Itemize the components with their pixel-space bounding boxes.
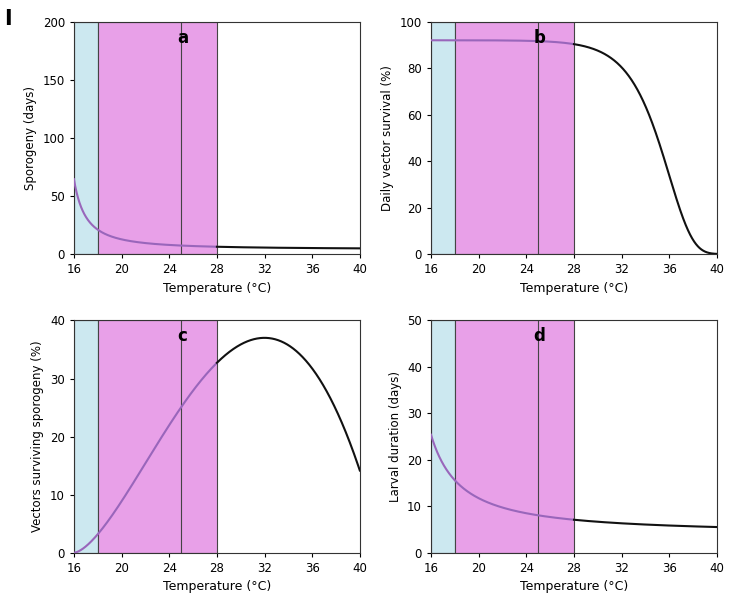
Text: d: d [534, 328, 545, 345]
X-axis label: Temperature (°C): Temperature (°C) [163, 282, 271, 295]
Bar [455, 22, 574, 254]
X-axis label: Temperature (°C): Temperature (°C) [520, 580, 628, 594]
Bar [98, 320, 217, 553]
Text: I: I [4, 9, 11, 29]
Bar [74, 320, 98, 553]
X-axis label: Temperature (°C): Temperature (°C) [520, 282, 628, 295]
Text: a: a [177, 29, 188, 46]
Bar [455, 320, 574, 553]
Y-axis label: Vectors surviving sporogeny (%): Vectors surviving sporogeny (%) [31, 341, 44, 533]
Y-axis label: Daily vector survival (%): Daily vector survival (%) [381, 65, 394, 211]
Bar [431, 22, 455, 254]
Y-axis label: Larval duration (days): Larval duration (days) [388, 371, 402, 502]
Text: b: b [534, 29, 545, 46]
X-axis label: Temperature (°C): Temperature (°C) [163, 580, 271, 594]
Text: c: c [178, 328, 187, 345]
Bar [74, 22, 98, 254]
Bar [431, 320, 455, 553]
Y-axis label: Sporogeny (days): Sporogeny (days) [24, 86, 37, 190]
Bar [98, 22, 217, 254]
